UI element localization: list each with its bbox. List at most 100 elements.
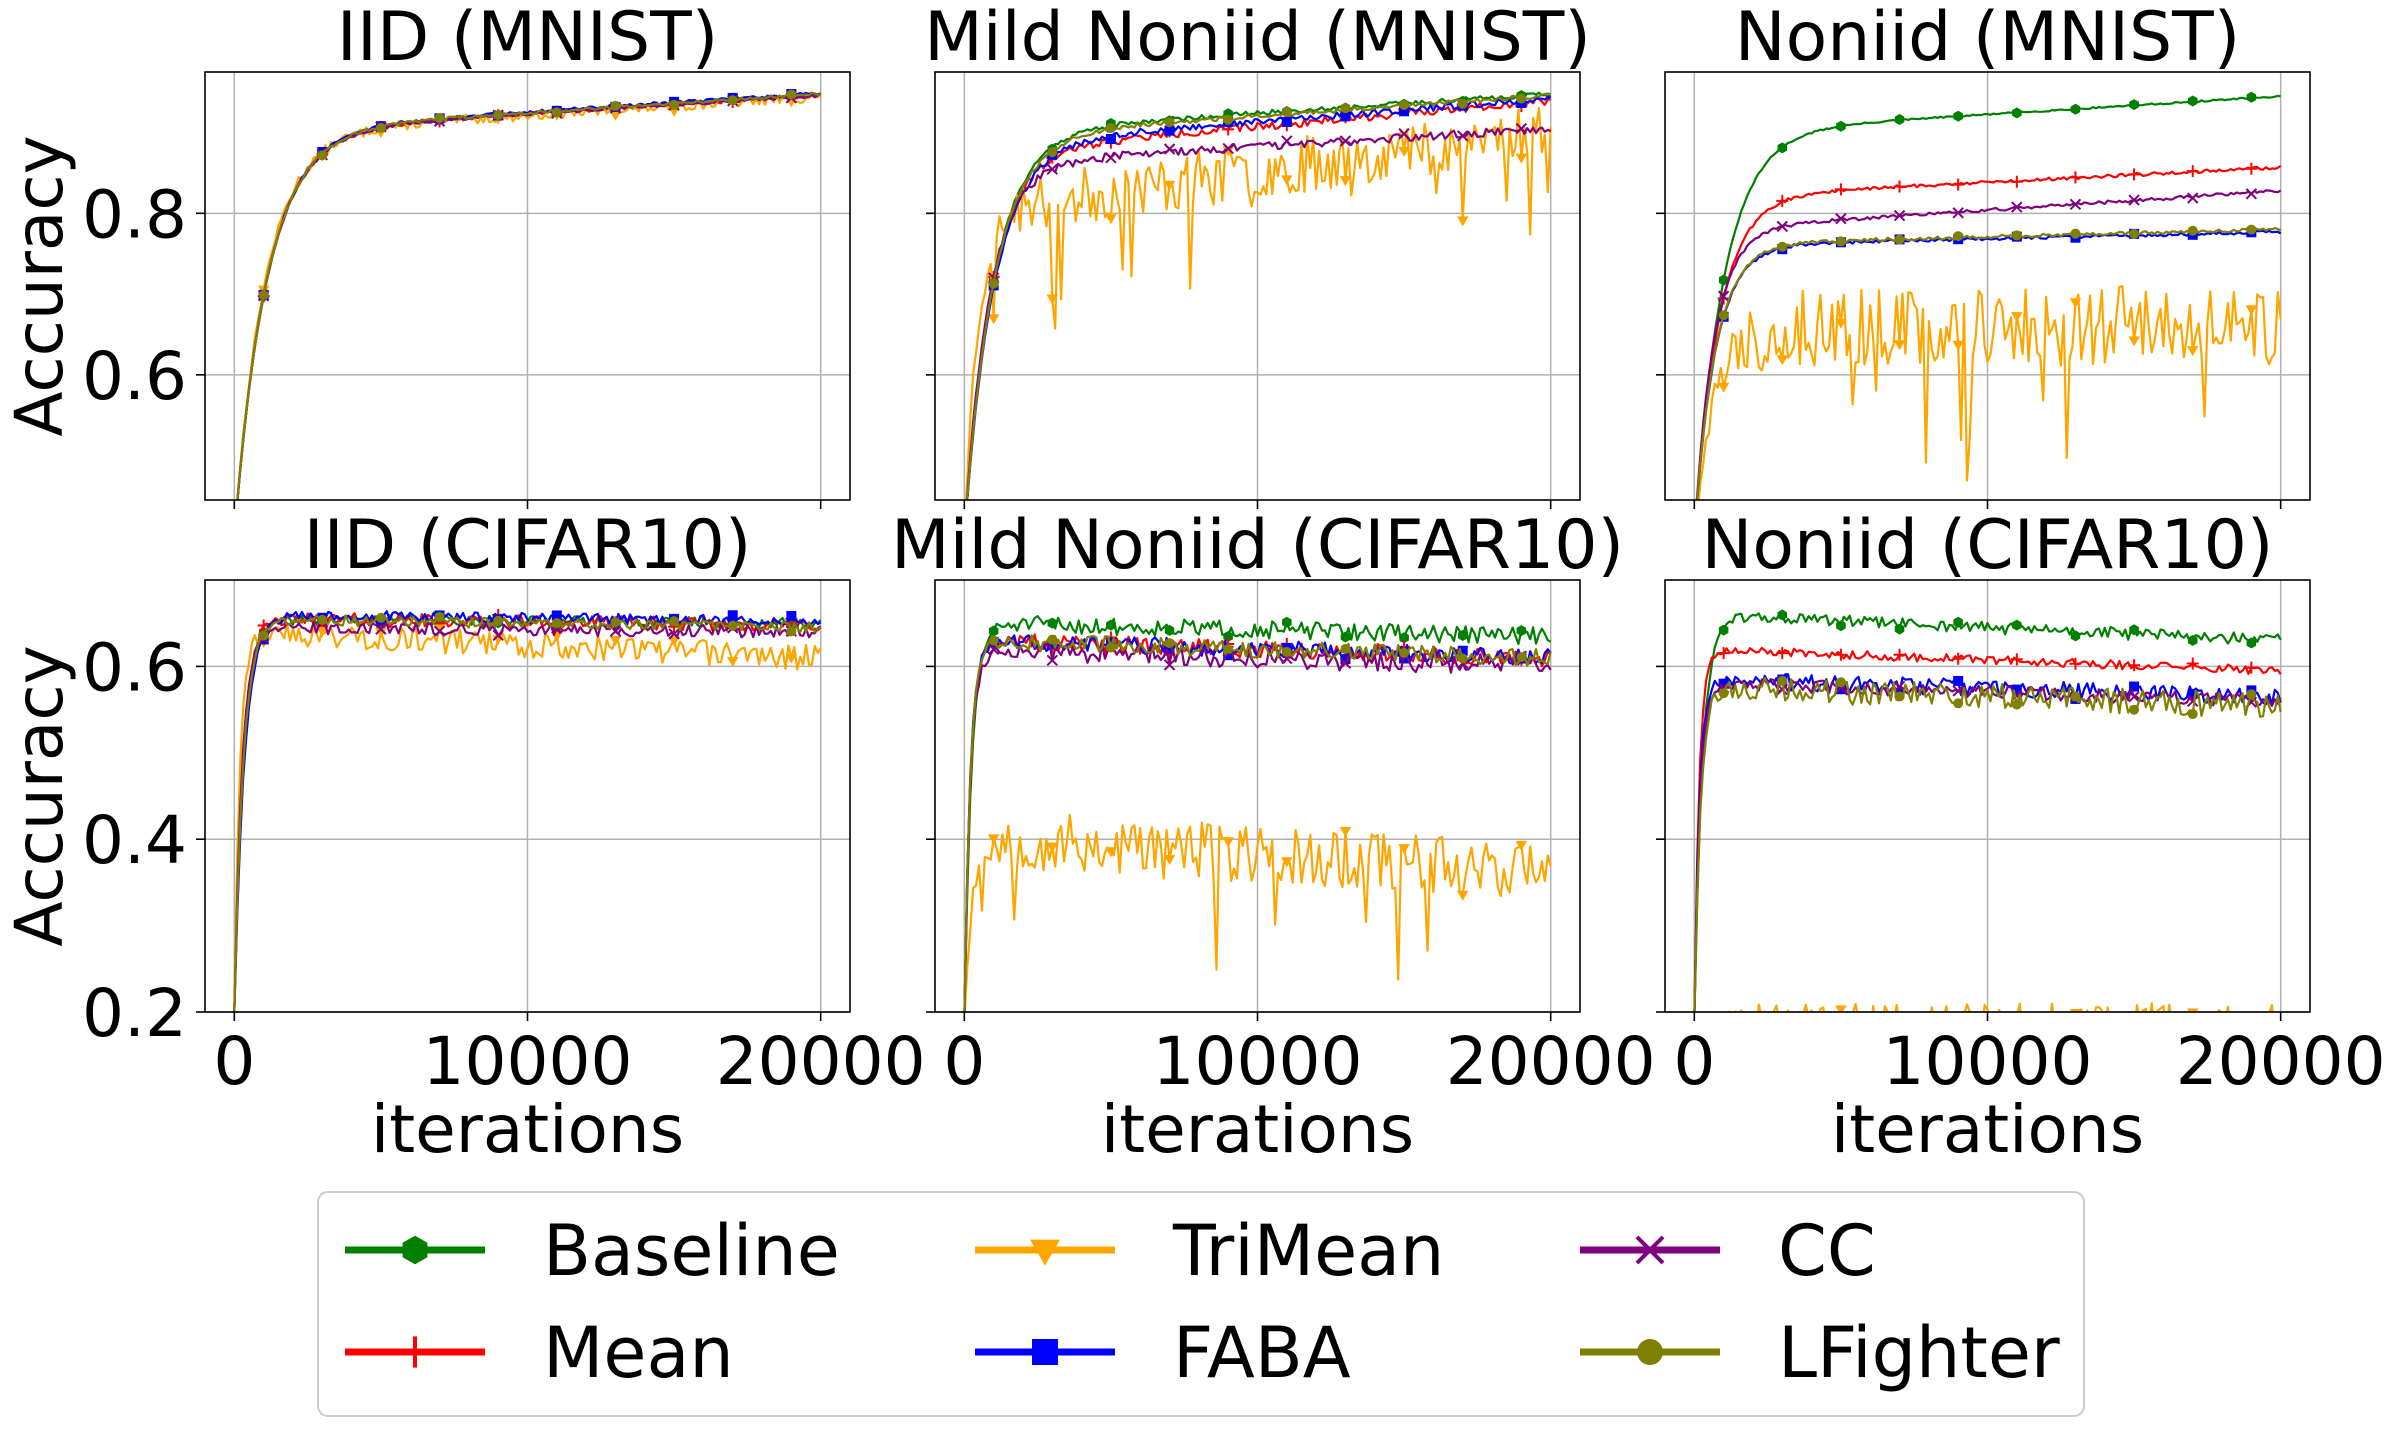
data-point-trimean (1398, 146, 1410, 157)
data-point-trimean (1339, 176, 1352, 187)
data-point-lfighter (1164, 638, 1175, 649)
data-point-faba (2129, 681, 2140, 692)
data-point-cc (1339, 657, 1352, 669)
data-point-trimean (609, 635, 622, 646)
data-point-faba (1340, 111, 1351, 122)
data-point-faba (1105, 134, 1116, 145)
data-point-cc (2245, 188, 2258, 200)
data-point-lfighter (727, 620, 738, 631)
data-point-mean (1834, 183, 1847, 196)
data-point-lfighter (669, 616, 680, 627)
x-tick-label: 20000 (1446, 1023, 1656, 1100)
data-point-baseline (2070, 630, 2081, 642)
data-point-trimean (2069, 1008, 2082, 1012)
data-point-trimean (785, 653, 798, 664)
data-point-lfighter (2070, 228, 2081, 239)
data-point-baseline (2188, 95, 2198, 107)
data-point-baseline (2246, 637, 2257, 649)
data-point-lfighter (434, 611, 445, 622)
data-point-trimean (1163, 854, 1176, 865)
x-tick-label: 20000 (2176, 1023, 2386, 1100)
series-line-cc (233, 621, 822, 1012)
data-point-lfighter (1953, 698, 1964, 709)
data-point-lfighter (2129, 704, 2140, 715)
y-axis-label: Accuracy (1, 135, 78, 436)
data-point-lfighter (1894, 691, 1905, 702)
data-point-trimean (1952, 340, 1964, 351)
data-point-trimean (2128, 336, 2140, 347)
data-point-faba (1953, 675, 1964, 686)
data-point-mean (1717, 647, 1730, 660)
data-point-trimean (375, 628, 387, 639)
y-axis-label: Accuracy (1, 645, 78, 946)
data-point-trimean (1515, 153, 1528, 164)
chart-title: Mild Noniid (CIFAR10) (891, 506, 1624, 585)
data-point-lfighter (1953, 231, 1964, 242)
x-tick-label: 20000 (716, 1023, 926, 1100)
x-tick-label: 10000 (1883, 1023, 2093, 1100)
data-point-lfighter (375, 122, 386, 133)
series-line-trimean (1697, 285, 2282, 500)
series-line-cc (1695, 189, 2282, 500)
x-tick-label: 0 (213, 1023, 255, 1100)
data-point-lfighter (1399, 647, 1410, 658)
data-point-mean (1893, 648, 1906, 661)
data-point-trimean (2011, 312, 2023, 323)
data-point-cc (1046, 163, 1058, 175)
data-point-lfighter (1516, 652, 1527, 663)
x-axis-label: iterations (1101, 1091, 1414, 1168)
legend-entry-mean: Mean (345, 1312, 734, 1394)
data-point-trimean (609, 110, 622, 121)
data-point-lfighter (434, 113, 445, 124)
data-point-mean (2128, 168, 2141, 181)
data-point-lfighter (1894, 234, 1905, 245)
legend-label: TriMean (1172, 1210, 1444, 1292)
data-point-trimean (2069, 298, 2082, 309)
data-point-cc (1952, 685, 1964, 697)
data-point-lfighter (2129, 228, 2140, 239)
chart-title: Noniid (CIFAR10) (1702, 506, 2274, 585)
data-point-cc (1163, 143, 1176, 155)
series-line-trimean (965, 106, 1552, 500)
legend-label: CC (1778, 1210, 1876, 1292)
data-point-trimean (1105, 214, 1117, 225)
legend-entry-cc: CC (1580, 1210, 1876, 1292)
data-point-mean (2186, 657, 2199, 670)
x-axis-label: iterations (371, 1091, 684, 1168)
series-line-lfighter (963, 634, 1552, 1012)
data-point-lfighter (1164, 117, 1175, 128)
data-point-trimean (1835, 318, 1847, 329)
data-point-lfighter (1105, 642, 1116, 653)
data-point-baseline (1223, 630, 1233, 642)
data-point-lfighter (2011, 230, 2022, 241)
data-point-trimean (668, 636, 680, 647)
series-line-lfighter (1696, 227, 2282, 500)
data-point-lfighter (1047, 147, 1058, 158)
data-point-baseline (1047, 617, 1057, 629)
legend-marker (402, 1235, 428, 1265)
series-line-lfighter (233, 614, 822, 1012)
data-point-trimean (1717, 382, 1730, 393)
data-point-lfighter (258, 290, 269, 301)
data-point-lfighter (493, 615, 504, 626)
data-point-lfighter (988, 635, 999, 646)
data-point-trimean (726, 657, 739, 668)
data-point-lfighter (1835, 236, 1846, 247)
data-point-mean (257, 619, 270, 632)
series-line-baseline (963, 615, 1552, 1012)
series-line-trimean (1699, 1002, 2274, 1012)
data-point-baseline (2246, 91, 2257, 103)
series-line-faba (966, 96, 1551, 500)
data-point-trimean (2128, 1028, 2140, 1038)
data-point-lfighter (551, 618, 562, 629)
data-point-lfighter (1047, 634, 1058, 645)
data-point-lfighter (1281, 646, 1292, 657)
legend-entry-faba: FABA (975, 1312, 1351, 1394)
series-line-baseline (1693, 612, 2282, 1012)
data-point-cc (1046, 654, 1058, 667)
data-point-lfighter (1457, 653, 1468, 664)
panel-mild-noniid-cifar10: 0 10000 20000 Mild Noniid (CIFAR10) iteratio… (891, 506, 1656, 1168)
data-point-baseline (988, 625, 999, 637)
data-point-trimean (2245, 305, 2258, 316)
data-point-baseline (2188, 634, 2198, 646)
